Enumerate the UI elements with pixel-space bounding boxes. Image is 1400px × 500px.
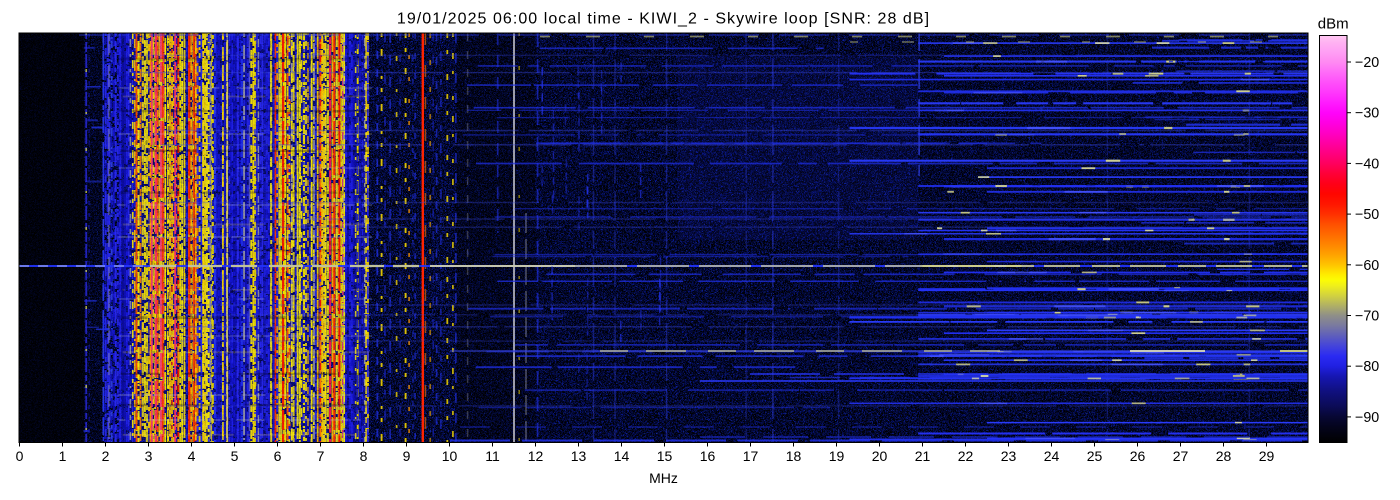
- svg-text:10: 10: [442, 448, 458, 464]
- svg-text:1: 1: [59, 448, 67, 464]
- svg-text:22: 22: [958, 448, 974, 464]
- svg-text:2: 2: [102, 448, 110, 464]
- svg-text:20: 20: [872, 448, 888, 464]
- svg-text:19/01/2025 06:00 local time -: 19/01/2025 06:00 local time - KIWI_2 - S…: [397, 11, 930, 28]
- svg-text:15: 15: [657, 448, 673, 464]
- svg-text:−20: −20: [1355, 55, 1379, 71]
- svg-text:7: 7: [317, 448, 325, 464]
- svg-text:dBm: dBm: [1318, 16, 1349, 33]
- svg-text:24: 24: [1044, 448, 1060, 464]
- svg-text:−60: −60: [1355, 258, 1379, 274]
- svg-text:−30: −30: [1355, 106, 1379, 122]
- svg-text:5: 5: [231, 448, 239, 464]
- svg-text:−70: −70: [1355, 309, 1379, 325]
- svg-text:25: 25: [1087, 448, 1103, 464]
- svg-text:28: 28: [1216, 448, 1232, 464]
- svg-text:−50: −50: [1355, 207, 1379, 223]
- svg-text:11: 11: [485, 448, 500, 464]
- svg-text:16: 16: [700, 448, 716, 464]
- svg-text:−40: −40: [1355, 156, 1379, 172]
- svg-text:−90: −90: [1355, 410, 1379, 426]
- svg-text:13: 13: [571, 448, 587, 464]
- svg-text:18: 18: [786, 448, 802, 464]
- svg-text:12: 12: [528, 448, 544, 464]
- svg-text:6: 6: [274, 448, 282, 464]
- svg-text:21: 21: [915, 448, 931, 464]
- svg-text:26: 26: [1130, 448, 1146, 464]
- svg-text:3: 3: [145, 448, 153, 464]
- svg-text:MHz: MHz: [649, 470, 678, 486]
- svg-text:29: 29: [1259, 448, 1275, 464]
- svg-text:27: 27: [1173, 448, 1189, 464]
- svg-text:8: 8: [360, 448, 368, 464]
- svg-text:0: 0: [16, 448, 24, 464]
- svg-text:14: 14: [614, 448, 630, 464]
- svg-text:4: 4: [188, 448, 196, 464]
- svg-text:19: 19: [829, 448, 845, 464]
- svg-text:17: 17: [743, 448, 759, 464]
- svg-text:23: 23: [1001, 448, 1017, 464]
- svg-text:−80: −80: [1355, 359, 1379, 375]
- svg-text:9: 9: [403, 448, 411, 464]
